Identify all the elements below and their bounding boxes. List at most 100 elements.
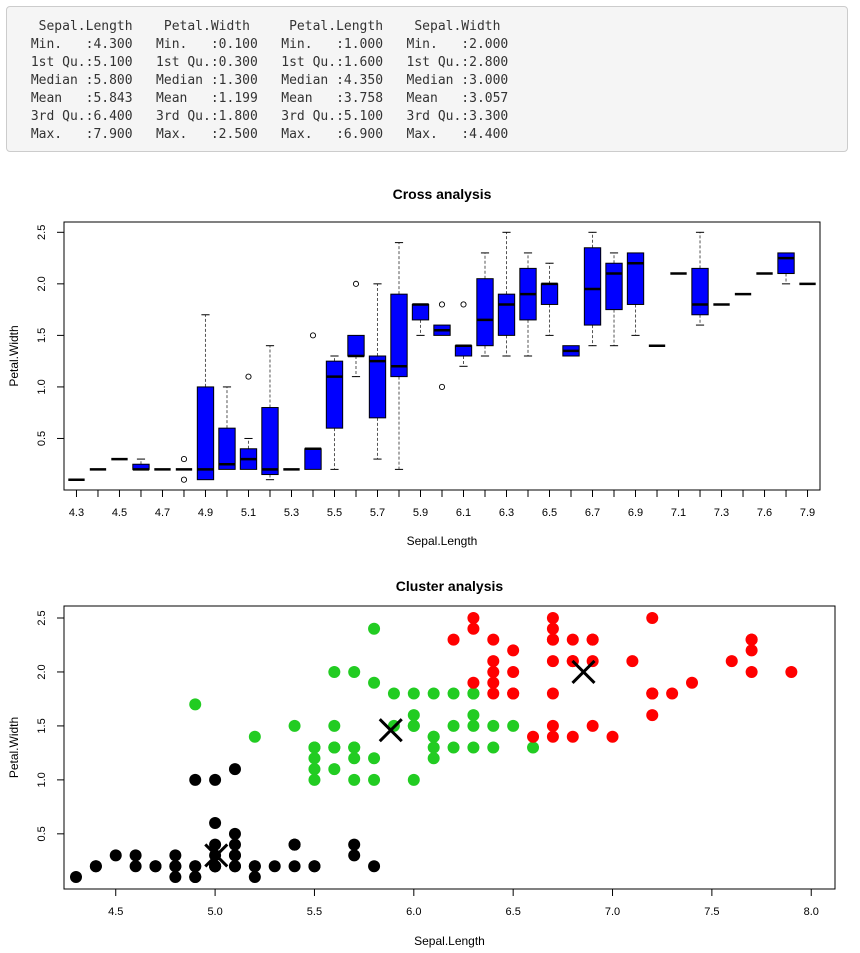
outlier-point: [438, 383, 446, 390]
data-point: [268, 860, 281, 873]
data-point: [586, 719, 599, 732]
box: [605, 262, 623, 311]
data-point: [546, 612, 559, 624]
y-tick-label: 0.5: [36, 431, 48, 446]
data-point: [189, 773, 202, 786]
y-axis-label: Petal.Width: [7, 717, 21, 778]
data-point: [189, 871, 202, 883]
data-point: [487, 655, 500, 668]
x-tick-label: 5.5: [307, 906, 322, 918]
data-point: [308, 752, 321, 765]
data-point: [228, 849, 241, 862]
cluster-analysis-scatter: Cluster analysis 0.5 1.0 1.5 2.0 2.5 Petal.Wid…: [7, 578, 836, 948]
box: [454, 345, 473, 357]
data-point: [368, 676, 381, 689]
x-tick-label: 6.0: [406, 906, 421, 918]
x-tick-label: 6.5: [506, 906, 521, 918]
data-point: [745, 633, 758, 646]
x-tick-label: 8.0: [804, 906, 819, 918]
x-tick-label: 7.3: [714, 507, 729, 519]
box: [540, 283, 559, 305]
data-point: [487, 665, 500, 678]
x-tick-label: 5.7: [370, 507, 385, 519]
summary-table-text: Sepal.Length Petal.Width Petal.Length Se…: [30, 19, 509, 142]
data-point: [447, 719, 460, 732]
data-point: [288, 860, 301, 873]
data-point: [507, 644, 520, 657]
data-point: [487, 741, 500, 754]
data-point: [89, 860, 102, 873]
data-point: [407, 709, 420, 722]
data-point: [288, 838, 301, 851]
data-point: [209, 860, 222, 873]
data-point: [626, 655, 639, 668]
data-point: [348, 741, 361, 754]
data-point: [368, 752, 381, 765]
outlier-point: [245, 373, 252, 380]
x-tick-label: 5.0: [207, 906, 222, 918]
chart-title: Cross analysis: [393, 186, 492, 202]
box: [304, 448, 322, 470]
x-tick-label: 7.0: [605, 906, 620, 918]
data-point: [407, 719, 420, 732]
data-point: [586, 633, 599, 646]
y-tick-label: 1.5: [36, 718, 48, 733]
chart-title: Cluster analysis: [396, 578, 504, 594]
data-point: [248, 860, 261, 873]
data-point: [368, 622, 381, 635]
y-tick-label: 1.0: [36, 772, 48, 787]
data-point: [70, 871, 82, 883]
x-tick-label: 7.6: [757, 507, 772, 519]
data-point: [447, 633, 460, 646]
data-point: [546, 655, 559, 668]
data-point: [129, 849, 142, 862]
data-point: [169, 860, 182, 873]
x-tick-label: 4.9: [198, 507, 213, 519]
data-point: [467, 612, 480, 624]
outlier-point: [180, 476, 188, 483]
data-point: [507, 687, 520, 700]
x-axis-label: Sepal.Length: [414, 934, 485, 948]
data-point: [328, 719, 341, 732]
x-tick-label: 6.9: [628, 507, 643, 519]
data-point: [566, 730, 579, 743]
data-point: [328, 763, 341, 776]
data-point: [209, 817, 222, 830]
data-point: [467, 719, 480, 732]
x-tick-label: 7.9: [800, 507, 815, 519]
data-point: [546, 687, 559, 700]
y-tick-label: 0.5: [36, 826, 48, 841]
data-point: [546, 719, 559, 732]
y-tick-label: 2.5: [36, 225, 48, 240]
x-tick-label: 6.1: [456, 507, 471, 519]
data-point: [248, 871, 261, 883]
data-point: [189, 860, 202, 873]
data-point: [646, 687, 659, 700]
x-tick-label: 6.7: [585, 507, 600, 519]
summary-output-box: Sepal.Length Petal.Width Petal.Length Se…: [6, 6, 848, 152]
box: [368, 355, 387, 419]
data-point: [487, 687, 500, 700]
data-point: [546, 730, 559, 743]
box: [497, 293, 516, 336]
box: [691, 267, 709, 316]
data-point: [546, 633, 559, 646]
data-point: [686, 676, 699, 689]
box: [476, 278, 494, 347]
data-point: [666, 687, 679, 700]
data-point: [368, 773, 381, 786]
outlier-point: [352, 280, 360, 287]
data-point: [209, 773, 222, 786]
box: [411, 303, 430, 321]
outlier-point: [460, 301, 467, 308]
data-point: [507, 665, 520, 678]
data-point: [228, 838, 241, 851]
data-point: [308, 860, 321, 873]
cluster-center-mark: [204, 843, 229, 868]
data-point: [467, 741, 480, 754]
data-point: [447, 741, 460, 754]
data-point: [725, 655, 738, 668]
x-tick-label: 6.5: [542, 507, 557, 519]
y-axis-label: Petal.Width: [7, 325, 21, 386]
x-axis-label: Sepal.Length: [407, 534, 478, 548]
